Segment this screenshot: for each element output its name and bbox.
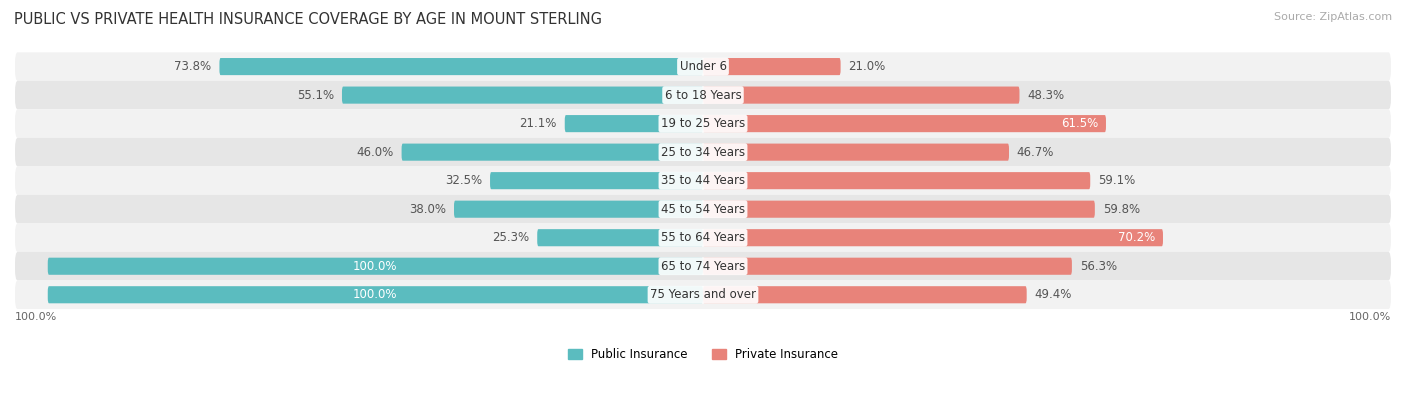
Text: 65 to 74 Years: 65 to 74 Years bbox=[661, 260, 745, 273]
FancyBboxPatch shape bbox=[15, 81, 1391, 109]
Legend: Public Insurance, Private Insurance: Public Insurance, Private Insurance bbox=[564, 343, 842, 366]
Text: 100.0%: 100.0% bbox=[353, 288, 398, 301]
Text: 49.4%: 49.4% bbox=[1035, 288, 1071, 301]
Text: 6 to 18 Years: 6 to 18 Years bbox=[665, 89, 741, 102]
FancyBboxPatch shape bbox=[342, 87, 703, 104]
FancyBboxPatch shape bbox=[454, 201, 703, 218]
FancyBboxPatch shape bbox=[219, 58, 703, 75]
FancyBboxPatch shape bbox=[703, 201, 1095, 218]
FancyBboxPatch shape bbox=[15, 252, 1391, 280]
Text: 73.8%: 73.8% bbox=[174, 60, 211, 73]
Text: 25.3%: 25.3% bbox=[492, 231, 530, 244]
FancyBboxPatch shape bbox=[703, 229, 1163, 246]
FancyBboxPatch shape bbox=[48, 258, 703, 275]
FancyBboxPatch shape bbox=[703, 172, 1090, 189]
Text: 55.1%: 55.1% bbox=[297, 89, 335, 102]
FancyBboxPatch shape bbox=[703, 58, 841, 75]
Text: 32.5%: 32.5% bbox=[446, 174, 482, 187]
FancyBboxPatch shape bbox=[48, 286, 703, 303]
Text: 59.8%: 59.8% bbox=[1102, 203, 1140, 216]
Text: 21.0%: 21.0% bbox=[848, 60, 886, 73]
FancyBboxPatch shape bbox=[402, 144, 703, 161]
FancyBboxPatch shape bbox=[15, 195, 1391, 223]
Text: 59.1%: 59.1% bbox=[1098, 174, 1136, 187]
Text: 48.3%: 48.3% bbox=[1028, 89, 1064, 102]
Text: 21.1%: 21.1% bbox=[519, 117, 557, 130]
FancyBboxPatch shape bbox=[15, 52, 1391, 81]
FancyBboxPatch shape bbox=[703, 87, 1019, 104]
FancyBboxPatch shape bbox=[703, 258, 1071, 275]
FancyBboxPatch shape bbox=[703, 144, 1010, 161]
Text: 55 to 64 Years: 55 to 64 Years bbox=[661, 231, 745, 244]
Text: 61.5%: 61.5% bbox=[1062, 117, 1098, 130]
Text: 45 to 54 Years: 45 to 54 Years bbox=[661, 203, 745, 216]
FancyBboxPatch shape bbox=[15, 280, 1391, 309]
Text: 56.3%: 56.3% bbox=[1080, 260, 1116, 273]
Text: 35 to 44 Years: 35 to 44 Years bbox=[661, 174, 745, 187]
Text: 25 to 34 Years: 25 to 34 Years bbox=[661, 146, 745, 159]
FancyBboxPatch shape bbox=[15, 223, 1391, 252]
Text: 100.0%: 100.0% bbox=[1348, 313, 1391, 323]
Text: 19 to 25 Years: 19 to 25 Years bbox=[661, 117, 745, 130]
FancyBboxPatch shape bbox=[15, 109, 1391, 138]
FancyBboxPatch shape bbox=[537, 229, 703, 246]
Text: 70.2%: 70.2% bbox=[1118, 231, 1156, 244]
Text: Source: ZipAtlas.com: Source: ZipAtlas.com bbox=[1274, 12, 1392, 22]
Text: 75 Years and over: 75 Years and over bbox=[650, 288, 756, 301]
FancyBboxPatch shape bbox=[703, 286, 1026, 303]
FancyBboxPatch shape bbox=[15, 138, 1391, 166]
FancyBboxPatch shape bbox=[565, 115, 703, 132]
FancyBboxPatch shape bbox=[703, 115, 1107, 132]
Text: 100.0%: 100.0% bbox=[15, 313, 58, 323]
Text: 46.0%: 46.0% bbox=[357, 146, 394, 159]
Text: Under 6: Under 6 bbox=[679, 60, 727, 73]
Text: 38.0%: 38.0% bbox=[409, 203, 446, 216]
Text: 46.7%: 46.7% bbox=[1017, 146, 1054, 159]
FancyBboxPatch shape bbox=[491, 172, 703, 189]
Text: 100.0%: 100.0% bbox=[353, 260, 398, 273]
FancyBboxPatch shape bbox=[15, 166, 1391, 195]
Text: PUBLIC VS PRIVATE HEALTH INSURANCE COVERAGE BY AGE IN MOUNT STERLING: PUBLIC VS PRIVATE HEALTH INSURANCE COVER… bbox=[14, 12, 602, 27]
